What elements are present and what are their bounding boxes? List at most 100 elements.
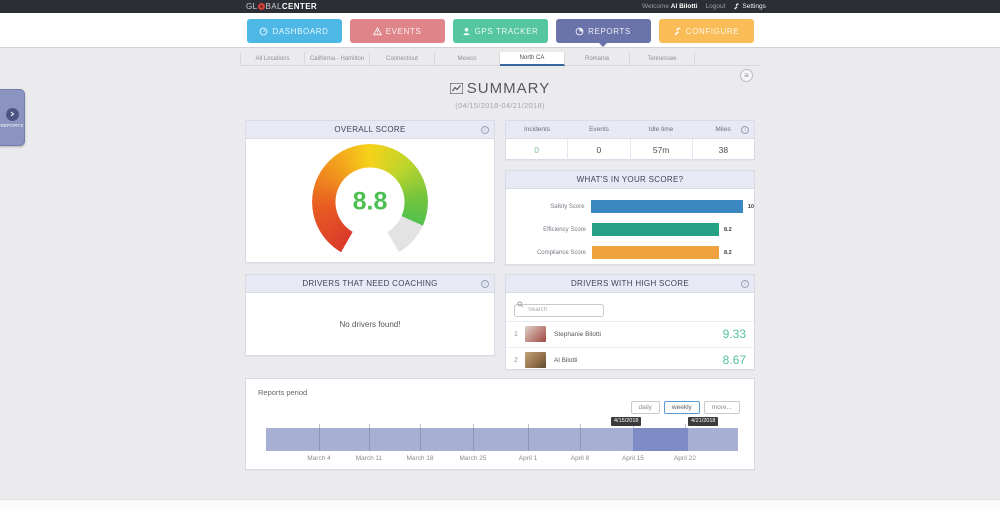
brand-logo[interactable]: GL BAL CENTER xyxy=(246,0,317,13)
stats-header-incidents: Incidents xyxy=(523,126,551,133)
logout-link[interactable]: Logout xyxy=(705,3,726,10)
coaching-header: DRIVERS THAT NEED COACHING i xyxy=(246,275,494,293)
more-button[interactable]: more... xyxy=(703,401,740,414)
axis-tick: March 18 xyxy=(406,455,434,462)
weekly-button[interactable]: weekly xyxy=(663,401,700,414)
events-label: EVENTS xyxy=(385,26,422,36)
stats-value-incidents: 0 xyxy=(506,139,569,160)
tab-all-locations[interactable]: All Locations xyxy=(240,52,305,66)
configure-label: CONFIGURE xyxy=(685,26,740,36)
search-input[interactable] xyxy=(514,303,604,317)
reports-period-label: Reports period xyxy=(258,388,308,397)
location-tabs: All Locations California - Hamilton Conn… xyxy=(240,52,760,66)
compliance-score-label: Compliance Score xyxy=(536,249,586,256)
stats-value-miles: 38 xyxy=(718,144,729,155)
configure-button[interactable]: CONFIGURE xyxy=(658,19,754,43)
safety-score-label: Safety Score xyxy=(550,203,585,210)
daily-button[interactable]: daily xyxy=(630,401,660,414)
settings-link[interactable]: Settings xyxy=(733,3,766,10)
tab-spacer xyxy=(695,52,760,65)
timeline-axis: March 4 March 11 March 18 March 25 April… xyxy=(266,455,738,465)
nav-band: DASHBOARD EVENTS GPS TRACKER REPORTS CON… xyxy=(0,13,1000,48)
tab-tennessee[interactable]: Tennessee xyxy=(630,52,695,66)
driver-search xyxy=(514,298,604,317)
selection-start-tooltip: 4/15/2018 xyxy=(611,417,642,426)
axis-tick: April 1 xyxy=(518,455,538,462)
efficiency-score-value: 8.2 xyxy=(724,226,732,233)
timeline-gridline xyxy=(528,424,529,451)
stats-value-idle-time: 57m xyxy=(631,139,693,160)
driver-rank: 2 xyxy=(514,356,518,364)
driver-name: Al Bilotti xyxy=(554,356,578,364)
driver-rank: 1 xyxy=(514,330,518,338)
settings-label: Settings xyxy=(742,3,766,10)
axis-tick: March 11 xyxy=(355,455,383,462)
axis-tick: April 22 xyxy=(673,455,697,462)
page-title-text: SUMMARY xyxy=(466,80,551,97)
timeline-gridline xyxy=(369,424,370,451)
timeline-selection[interactable] xyxy=(633,428,688,451)
info-icon[interactable]: i xyxy=(481,125,489,134)
driver-row-2[interactable]: 2 Al Bilotti 8.67 xyxy=(506,346,754,373)
coaching-title: DRIVERS THAT NEED COACHING xyxy=(302,279,438,288)
side-tab-arrow-icon xyxy=(5,107,19,121)
axis-tick: March 4 xyxy=(307,455,331,462)
driver-row-1[interactable]: 1 Stephanie Bilotti 9.33 xyxy=(506,320,754,347)
driver-score: 8.67 xyxy=(722,353,746,367)
wrench-icon xyxy=(674,27,681,35)
score-row-safety: Safety Score 10 xyxy=(506,198,754,215)
events-button[interactable]: EVENTS xyxy=(349,19,445,43)
score-breakdown-panel: WHAT'S IN YOUR SCORE? Safety Score 10 Ef… xyxy=(505,170,755,265)
timeline-gridline xyxy=(580,424,581,451)
gps-tracker-label: GPS TRACKER xyxy=(474,26,539,36)
stats-value-row: 0 0 57m 38 xyxy=(506,139,754,160)
person-icon xyxy=(463,27,470,35)
tab-north-ca[interactable]: North CA xyxy=(500,52,565,66)
stats-value-events: 0 xyxy=(568,139,631,160)
coaching-empty-message: No drivers found! xyxy=(339,320,401,329)
welcome-label: Welcome Al Bilotti xyxy=(642,3,698,10)
overall-score-panel: OVERALL SCORE i 8.8 xyxy=(245,120,495,263)
tab-connecticut[interactable]: Connecticut xyxy=(370,52,435,66)
dashboard-button[interactable]: DASHBOARD xyxy=(246,19,342,43)
info-icon[interactable]: i xyxy=(741,279,749,288)
info-icon[interactable]: i xyxy=(481,279,489,288)
search-icon xyxy=(517,301,524,308)
gps-tracker-button[interactable]: GPS TRACKER xyxy=(452,19,548,43)
chart-context-menu-icon[interactable]: ≡ xyxy=(740,69,753,82)
stats-header-idle-time: Idle time xyxy=(648,126,674,133)
reports-button[interactable]: REPORTS xyxy=(555,19,651,47)
username: Al Bilotti xyxy=(670,3,698,10)
tab-california-hamilton[interactable]: California - Hamilton xyxy=(305,52,370,66)
topbar: GL BAL CENTER Welcome Al Bilotti Logout Se… xyxy=(0,0,1000,13)
stats-header-miles: Miles xyxy=(715,126,731,133)
safety-score-value: 10 xyxy=(747,203,754,210)
stats-panel: Incidents Events Idle time Miles i 0 0 5… xyxy=(505,120,755,160)
overall-score-header: OVERALL SCORE i xyxy=(246,121,494,139)
reports-side-tab[interactable]: REPORTS xyxy=(0,89,25,146)
safety-score-bar xyxy=(590,200,743,213)
tab-mexico[interactable]: Mexico xyxy=(435,52,500,66)
axis-tick: April 15 xyxy=(621,455,645,462)
page-title: SUMMARY xyxy=(449,80,551,97)
coaching-panel: DRIVERS THAT NEED COACHING i No drivers … xyxy=(245,274,495,356)
axis-tick: March 25 xyxy=(459,455,487,462)
wrench-icon xyxy=(734,3,740,10)
info-icon[interactable]: i xyxy=(741,125,749,134)
topbar-right: Welcome Al Bilotti Logout Settings xyxy=(642,0,766,13)
reports-label: REPORTS xyxy=(588,26,631,36)
stats-header-events: Events xyxy=(589,126,609,133)
tab-romania[interactable]: Romania xyxy=(565,52,630,66)
warning-icon xyxy=(372,26,382,35)
efficiency-score-bar xyxy=(592,223,719,236)
active-nav-caret xyxy=(599,43,607,47)
brand-text-center: CENTER xyxy=(281,2,318,11)
timeline-gridline xyxy=(420,424,421,451)
overall-score-title: OVERALL SCORE xyxy=(334,125,406,134)
score-breakdown-title: WHAT'S IN YOUR SCORE? xyxy=(576,175,684,184)
score-breakdown-chart: Safety Score 10 Efficiency Score 8.2 Com… xyxy=(506,189,754,261)
score-row-efficiency: Efficiency Score 8.2 xyxy=(506,221,754,238)
dashboard-icon xyxy=(260,27,268,35)
gauge-arc xyxy=(312,144,428,260)
period-timeline[interactable]: 4/15/2018 4/21/2018 xyxy=(266,417,738,451)
